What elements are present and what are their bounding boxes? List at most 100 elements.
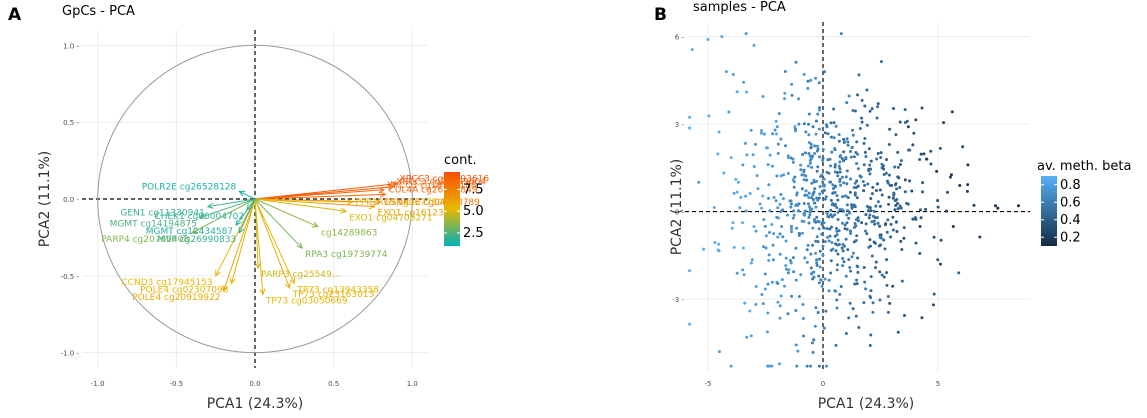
legend-tick-label: 0.8 bbox=[1060, 178, 1081, 193]
sample-point bbox=[820, 189, 824, 193]
sample-point bbox=[865, 88, 869, 92]
sample-point bbox=[777, 362, 781, 366]
sample-point bbox=[815, 215, 819, 219]
sample-point bbox=[735, 190, 739, 194]
sample-point bbox=[896, 165, 900, 169]
sample-point bbox=[855, 179, 859, 183]
vector-arrowhead bbox=[259, 288, 266, 296]
sample-point bbox=[765, 146, 769, 150]
sample-point bbox=[717, 249, 721, 253]
sample-point bbox=[871, 310, 875, 314]
sample-point bbox=[808, 210, 812, 214]
sample-point bbox=[767, 183, 771, 187]
sample-point bbox=[717, 130, 721, 134]
vector-label: MGMT cg14194875 bbox=[110, 219, 197, 229]
sample-point bbox=[774, 119, 778, 123]
sample-point bbox=[792, 209, 796, 213]
x-tick-label: 1.0 bbox=[407, 380, 418, 388]
sample-point bbox=[836, 252, 840, 256]
variable-vector: TP73 cg03050669 bbox=[254, 198, 348, 306]
sample-point bbox=[889, 222, 893, 226]
vector-label: RPA3 cg19739774 bbox=[305, 250, 388, 260]
sample-point bbox=[867, 245, 871, 249]
sample-point bbox=[804, 130, 808, 134]
sample-point bbox=[813, 187, 817, 191]
sample-point bbox=[866, 209, 870, 213]
sample-point bbox=[869, 197, 873, 201]
sample-point bbox=[902, 313, 906, 317]
sample-point bbox=[779, 210, 783, 214]
sample-point bbox=[779, 193, 783, 197]
sample-point bbox=[862, 266, 866, 270]
sample-point bbox=[817, 155, 821, 159]
sample-point bbox=[794, 204, 798, 208]
sample-point bbox=[797, 97, 801, 101]
sample-point bbox=[828, 180, 832, 184]
panel-a-legend-ticks: 7.5 5.0 2.5 bbox=[444, 182, 484, 241]
sample-point bbox=[834, 249, 838, 253]
sample-point bbox=[748, 309, 752, 313]
panel-b-legend: av. meth. beta 0.8 0.6 0.4 0.2 bbox=[1037, 159, 1132, 246]
sample-point bbox=[815, 169, 819, 173]
variable-vector: GEN1 cg11330941 bbox=[120, 198, 256, 219]
sample-point bbox=[849, 269, 853, 273]
sample-point bbox=[784, 267, 788, 271]
sample-point bbox=[868, 294, 872, 298]
sample-point bbox=[718, 350, 721, 354]
sample-point bbox=[832, 213, 836, 217]
sample-point bbox=[842, 181, 846, 185]
sample-point bbox=[842, 260, 846, 264]
sample-point bbox=[919, 216, 923, 220]
sample-point bbox=[846, 209, 850, 213]
sample-point bbox=[823, 197, 827, 201]
sample-point bbox=[748, 192, 752, 196]
sample-point bbox=[838, 153, 842, 157]
panel-b: B samples - PCA -5 0 5 6 - 3 - 0 - -3 - PCA1 (… bbox=[654, 0, 1132, 412]
sample-point bbox=[965, 189, 969, 193]
sample-point bbox=[892, 107, 896, 111]
panel-a-title: GpCs - PCA bbox=[62, 4, 135, 19]
sample-point bbox=[914, 241, 918, 245]
sample-point bbox=[820, 173, 824, 177]
sample-point bbox=[843, 223, 847, 227]
sample-point bbox=[758, 202, 762, 206]
sample-point bbox=[828, 157, 832, 161]
vector-arrow bbox=[254, 198, 291, 289]
sample-point bbox=[777, 112, 781, 116]
x-tick-label: 0.0 bbox=[249, 380, 260, 388]
sample-point bbox=[782, 173, 786, 177]
sample-point bbox=[814, 239, 818, 243]
sample-point bbox=[905, 119, 909, 123]
sample-point bbox=[854, 314, 858, 318]
sample-point bbox=[872, 209, 876, 213]
sample-point bbox=[887, 195, 891, 199]
sample-point bbox=[817, 227, 821, 231]
sample-point bbox=[825, 125, 829, 129]
sample-point bbox=[840, 221, 844, 225]
sample-point bbox=[815, 258, 819, 262]
sample-point bbox=[776, 142, 780, 146]
sample-point bbox=[778, 232, 782, 236]
sample-point bbox=[816, 165, 820, 169]
sample-point bbox=[761, 194, 765, 198]
sample-point bbox=[867, 216, 871, 220]
sample-point bbox=[789, 202, 793, 206]
sample-point bbox=[875, 157, 879, 161]
sample-point bbox=[878, 188, 882, 192]
sample-point bbox=[827, 171, 831, 175]
sample-point bbox=[810, 207, 814, 211]
vector-arrow bbox=[254, 198, 347, 212]
sample-point bbox=[871, 301, 875, 305]
sample-point bbox=[778, 252, 782, 256]
sample-point bbox=[776, 152, 780, 156]
sample-point bbox=[855, 282, 859, 286]
vector-label: CCND3 cg17945153 bbox=[121, 278, 212, 288]
sample-point bbox=[839, 32, 843, 36]
sample-point bbox=[755, 174, 759, 178]
sample-point bbox=[843, 140, 847, 144]
sample-point bbox=[899, 239, 903, 243]
sample-point bbox=[918, 224, 922, 228]
sample-point bbox=[829, 198, 833, 202]
sample-point bbox=[775, 125, 779, 129]
